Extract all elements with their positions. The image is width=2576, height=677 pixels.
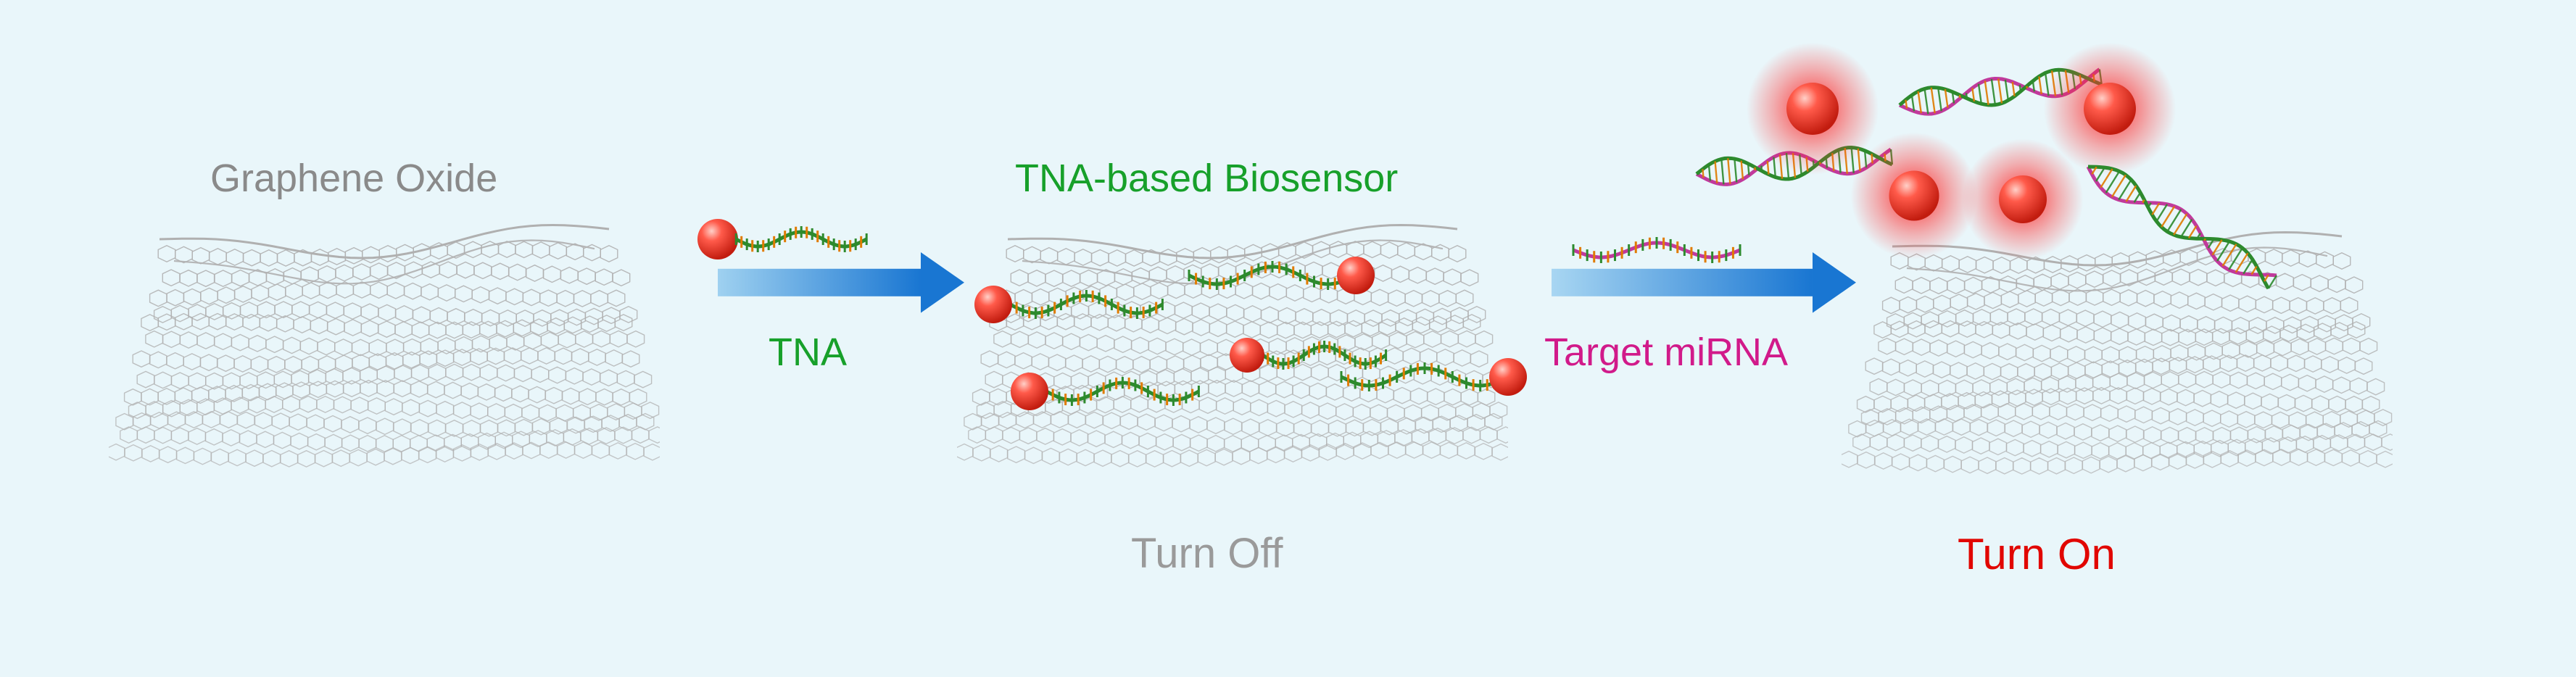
diagram-stage: Graphene OxideTNATNA-based BiosensorTarg…	[0, 0, 2576, 677]
molecule-overlay	[0, 0, 2576, 677]
